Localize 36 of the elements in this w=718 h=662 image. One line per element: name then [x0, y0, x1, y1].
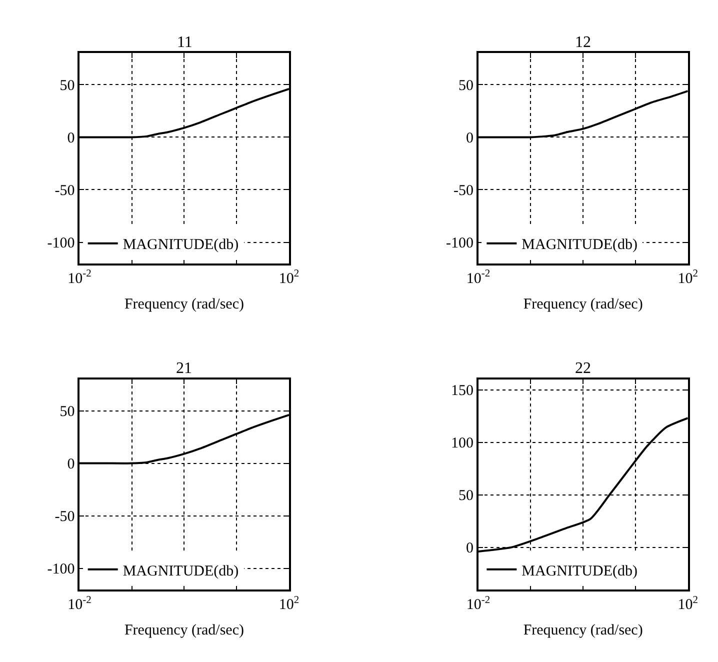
- chart-title: 21: [176, 360, 192, 377]
- y-tick-label: 50: [458, 78, 474, 94]
- chart-title: 22: [575, 360, 591, 377]
- legend-label: MAGNITUDE(db): [522, 237, 638, 254]
- y-tick-label: 150: [451, 383, 474, 400]
- y-tick-label: -50: [454, 182, 474, 199]
- x-tick-label: 10$^{-2}$: [466, 268, 490, 288]
- chart-title: 12: [575, 34, 591, 51]
- x-axis-title: Frequency (rad/sec): [124, 296, 244, 313]
- legend-label: MAGNITUDE(db): [122, 563, 239, 580]
- y-tick-label: 0: [67, 130, 75, 146]
- x-axis-title: Frequency (rad/sec): [523, 296, 643, 313]
- y-tick-label: 0: [67, 456, 75, 473]
- legend-label: MAGNITUDE(db): [122, 237, 239, 254]
- x-tick-label: 10$^{-2}$: [68, 594, 92, 614]
- y-tick-label: 50: [60, 78, 75, 94]
- y-tick-label: 0: [466, 540, 474, 557]
- y-tick-label: -100: [47, 562, 75, 578]
- y-tick-label: 50: [60, 404, 75, 420]
- legend-label: MAGNITUDE(db): [522, 563, 638, 580]
- y-tick-label: -100: [446, 236, 474, 252]
- x-tick-label: 10$^{2}$: [678, 268, 698, 288]
- y-tick-label: -50: [54, 509, 75, 526]
- x-tick-label: 10$^{-2}$: [68, 268, 92, 288]
- x-tick-label: 10$^{2}$: [678, 594, 698, 614]
- x-axis-title: Frequency (rad/sec): [124, 622, 244, 639]
- x-tick-label: 10$^{2}$: [278, 594, 300, 614]
- y-tick-label: 50: [458, 488, 474, 504]
- x-tick-label: 10$^{2}$: [278, 268, 300, 288]
- y-tick-label: -100: [47, 236, 75, 252]
- x-axis-title: Frequency (rad/sec): [523, 622, 643, 639]
- y-tick-label: -50: [54, 182, 75, 199]
- y-tick-label: 0: [466, 130, 474, 146]
- y-tick-label: 100: [451, 436, 474, 452]
- chart-title: 11: [177, 34, 192, 51]
- x-tick-label: 10$^{-2}$: [466, 594, 490, 614]
